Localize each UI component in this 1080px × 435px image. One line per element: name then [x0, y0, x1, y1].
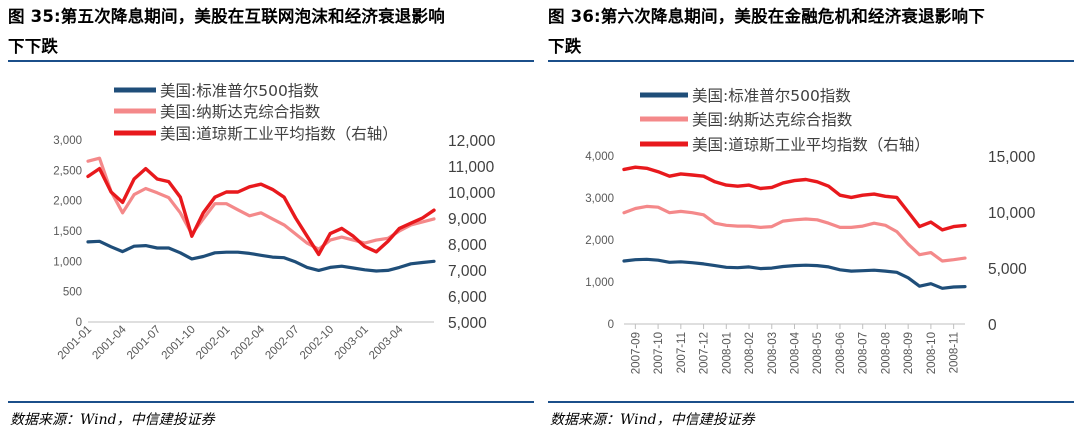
- y-left-tick-label: 3,000: [585, 193, 614, 205]
- legend-label: 美国:纳斯达克综合指数: [160, 103, 321, 121]
- y-left-tick-label: 0: [608, 319, 614, 331]
- sp500-line: [86, 239, 436, 273]
- x-tick-label: 2003-04: [367, 323, 406, 362]
- y-left-tick-label: 1,000: [53, 256, 82, 268]
- x-tick-label: 2001-07: [125, 324, 163, 362]
- dow-jones-line: [622, 165, 967, 232]
- x-tick-label: 2002-01: [194, 324, 232, 362]
- line-chart-figure-36: 0 1,000 2,000 3,000 4,000 0 5,000 10,000 15,000 2…: [585, 87, 1036, 374]
- nasdaq-line: [622, 204, 967, 263]
- dow-jones-line: [86, 166, 436, 257]
- line-chart-figure-35: 0 500 1,000 1,500 2,000 2,500 3,000 5,000 6,000 7…: [53, 82, 496, 362]
- x-tick-label: 2008-07: [858, 332, 870, 374]
- y-right-tick-label: 10,000: [448, 185, 496, 202]
- x-tick-label: 2008-03: [767, 332, 779, 374]
- x-tick-label: 2008-05: [812, 332, 824, 374]
- y-left-tick-label: 2,000: [53, 196, 82, 208]
- figure-title: 图 36:第六次降息期间，美股在金融危机和经济衰退影响下 下跌: [548, 2, 1078, 62]
- x-tick-label: 2008-10: [926, 332, 938, 374]
- nasdaq-line: [86, 156, 436, 251]
- x-tick-label: 2008-08: [880, 332, 892, 374]
- figure-title-line-1: 图 35:第五次降息期间，美股在互联网泡沫和经济衰退影响: [8, 7, 445, 26]
- y-left-tick-label: 500: [63, 287, 82, 299]
- x-tick-label: 2007-09: [630, 332, 642, 374]
- source-note: 数据来源：Wind，中信建投证券: [550, 412, 755, 428]
- y-left-tick-label: 3,000: [53, 135, 82, 147]
- legend-label: 美国:标准普尔500指数: [692, 87, 851, 105]
- x-tick-label: 2007-11: [676, 332, 688, 373]
- y-right-tick-label: 12,000: [448, 133, 496, 150]
- x-tick-label: 2002-07: [263, 324, 301, 362]
- legend-label: 美国:标准普尔500指数: [160, 82, 319, 100]
- y-left-tick-label: 2,500: [53, 165, 82, 177]
- y-left-tick-label: 4,000: [585, 151, 614, 163]
- title-rule: [548, 60, 1074, 62]
- y-left-tick-label: 2,000: [585, 235, 614, 247]
- y-right-tick-label: 5,000: [448, 315, 487, 332]
- y-right-tick-label: 7,000: [448, 263, 487, 280]
- figure-35: 图 35:第五次降息期间，美股在互联网泡沫和经济衰退影响 下下跌 0 500 1,0…: [8, 0, 538, 435]
- figure-title: 图 35:第五次降息期间，美股在互联网泡沫和经济衰退影响 下下跌: [8, 2, 538, 62]
- y-right-tick-label: 10,000: [988, 205, 1036, 222]
- footer-rule: [548, 401, 1074, 403]
- x-tick-label: 2008-01: [721, 332, 733, 374]
- y-right-tick-label: 9,000: [448, 211, 487, 228]
- x-tick-label: 2008-11: [949, 332, 961, 373]
- x-tick-label: 2008-02: [744, 332, 756, 374]
- x-tick-label: 2001-04: [90, 323, 129, 362]
- legend-label: 美国:道琼斯工业平均指数（右轴）: [160, 125, 398, 143]
- y-right-tick-label: 11,000: [448, 159, 495, 176]
- x-tick-label: 2008-09: [903, 332, 915, 374]
- footer-rule: [8, 401, 534, 403]
- figure-title-line-1: 图 36:第六次降息期间，美股在金融危机和经济衰退影响下: [548, 7, 985, 26]
- y-left-tick-label: 0: [76, 317, 82, 329]
- title-rule: [8, 60, 534, 62]
- x-tick-label: 2008-04: [790, 331, 802, 374]
- x-tick-label: 2001-10: [160, 324, 198, 362]
- figure-title-line-2: 下跌: [548, 37, 582, 56]
- y-right-tick-label: 8,000: [448, 237, 487, 254]
- figure-title-line-2: 下下跌: [8, 37, 59, 56]
- x-tick-label: 2008-06: [835, 332, 847, 374]
- x-tick-label: 2007-12: [699, 332, 711, 374]
- y-right-tick-label: 15,000: [988, 149, 1036, 166]
- y-left-tick-label: 1,500: [53, 226, 82, 238]
- x-tick-label: 2002-10: [298, 324, 336, 362]
- x-tick-label: 2002-04: [229, 323, 268, 362]
- x-tick-label: 2007-10: [653, 332, 665, 374]
- y-right-tick-label: 0: [988, 317, 997, 334]
- x-tick-label: 2001-01: [56, 324, 94, 362]
- figure-36: 图 36:第六次降息期间，美股在金融危机和经济衰退影响下 下跌 0 1,000 2,…: [548, 0, 1078, 435]
- y-right-tick-label: 5,000: [988, 261, 1027, 278]
- legend-label: 美国:纳斯达克综合指数: [692, 111, 853, 129]
- sp500-line: [622, 257, 967, 290]
- source-note: 数据来源：Wind，中信建投证券: [10, 412, 215, 428]
- y-right-tick-label: 6,000: [448, 289, 487, 306]
- y-left-tick-label: 1,000: [585, 277, 614, 289]
- legend-label: 美国:道琼斯工业平均指数（右轴）: [692, 136, 930, 154]
- x-tick-label: 2003-01: [333, 324, 371, 362]
